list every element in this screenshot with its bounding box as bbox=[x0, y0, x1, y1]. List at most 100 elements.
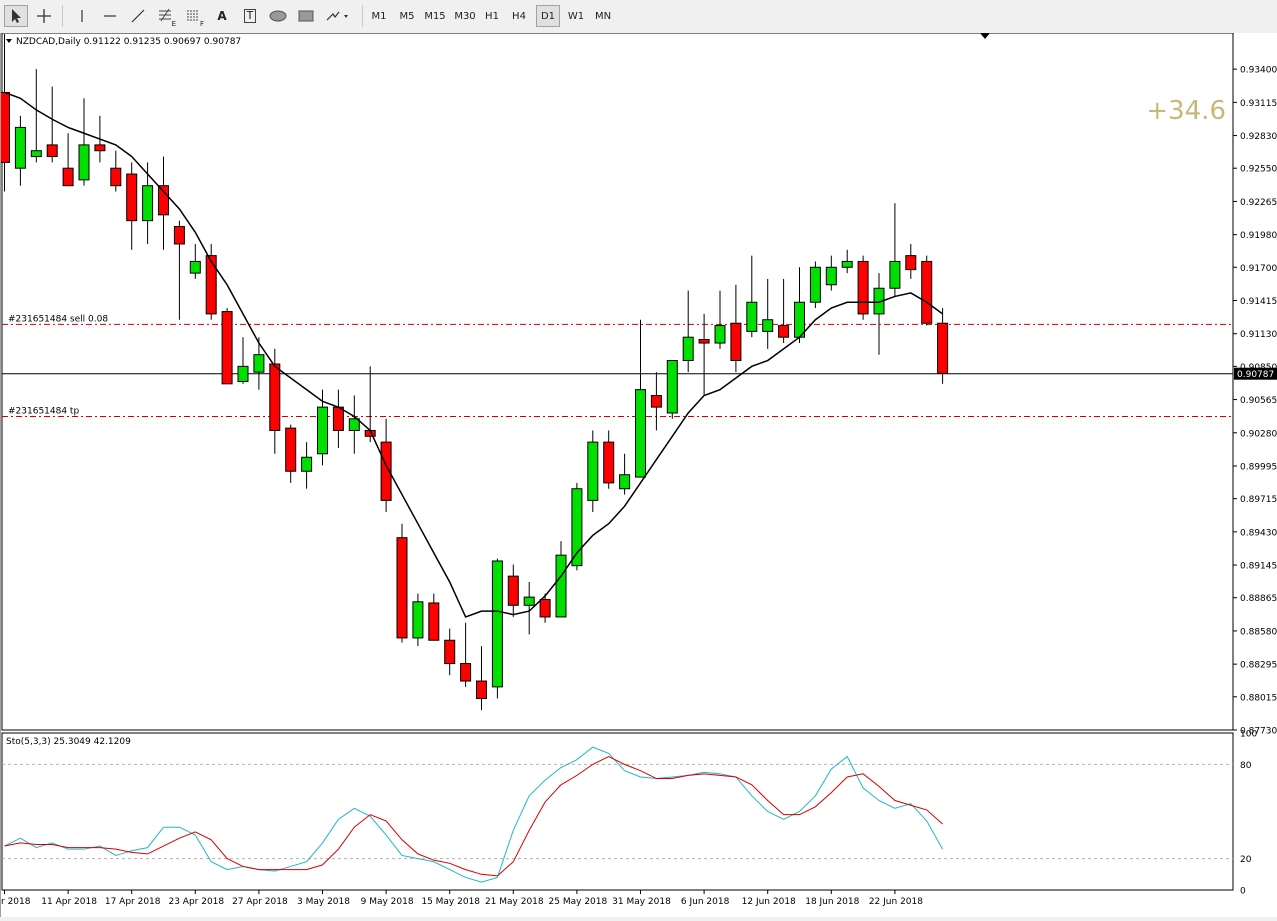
timeframe-d1-button[interactable]: D1 bbox=[536, 5, 560, 27]
bear-candle bbox=[730, 322, 742, 362]
price-tick-label: 0.90280 bbox=[1240, 429, 1277, 439]
fibonacci-tool-button[interactable]: E bbox=[154, 5, 178, 28]
current-price-marker bbox=[1234, 367, 1277, 380]
bull-candle bbox=[14, 126, 26, 169]
moving-average-line bbox=[4, 91, 944, 618]
price-tick-label: 0.89145 bbox=[1240, 562, 1277, 572]
chart-toolbar: E F A T M1 M5 M15 M30 H1 H4 D1 W1 MN bbox=[0, 0, 1277, 34]
ellipse-icon bbox=[269, 10, 287, 22]
timeframe-m1-button[interactable]: M1 bbox=[371, 10, 387, 22]
take-profit-label: #231651484 tp bbox=[8, 406, 79, 416]
bull-candle bbox=[587, 441, 599, 501]
text-label-tool-button[interactable]: T bbox=[238, 5, 262, 27]
stochastic-main-line bbox=[4, 746, 944, 883]
bear-candle bbox=[158, 185, 169, 216]
timeframe-h1-button[interactable]: H1 bbox=[485, 10, 499, 22]
price-tick-label: 0.91130 bbox=[1240, 330, 1277, 340]
price-tick-label: 0.90565 bbox=[1240, 396, 1277, 406]
fibonacci-fan-sub-label: F bbox=[199, 20, 204, 28]
bear-candle bbox=[650, 394, 662, 408]
stochastic-title: Sto(5,3,3) 25.3049 42.1209 bbox=[6, 737, 131, 747]
bear-candle bbox=[221, 311, 233, 385]
bear-candle bbox=[396, 537, 408, 639]
price-tick-label: 0.92265 bbox=[1240, 198, 1277, 208]
bear-candle bbox=[110, 167, 122, 187]
bear-candle bbox=[778, 325, 790, 338]
bull-candle bbox=[237, 365, 249, 383]
text-label-icon: T bbox=[243, 9, 257, 23]
bull-candle bbox=[809, 266, 821, 303]
bull-candle bbox=[889, 260, 901, 289]
profit-label: +34.6 bbox=[1146, 96, 1226, 126]
crosshair-tool-button[interactable] bbox=[32, 5, 56, 27]
time-tick-label: 17 Apr 2018 bbox=[105, 897, 161, 907]
rectangle-icon bbox=[298, 10, 314, 22]
bull-candle bbox=[635, 389, 646, 478]
time-tick-label: 27 Apr 2018 bbox=[232, 897, 288, 907]
bull-candle bbox=[682, 336, 694, 362]
bear-candle bbox=[46, 144, 58, 158]
horizontal-line-tool-button[interactable] bbox=[98, 5, 122, 27]
rectangle-tool-button[interactable] bbox=[294, 5, 318, 27]
time-tick-label: 12 Jun 2018 bbox=[742, 897, 796, 907]
bear-candle bbox=[94, 144, 106, 152]
timeframe-m5-button[interactable]: M5 bbox=[399, 10, 415, 22]
bull-candle bbox=[714, 325, 726, 344]
time-tick-label: 21 May 2018 bbox=[485, 897, 544, 907]
time-tick-label: 15 May 2018 bbox=[421, 897, 480, 907]
price-tick-label: 0.88865 bbox=[1240, 594, 1277, 604]
chart-header-label: NZDCAD,Daily 0.91122 0.91235 0.90697 0.9… bbox=[16, 37, 241, 47]
text-tool-button[interactable]: A bbox=[210, 5, 234, 27]
bear-candle bbox=[857, 260, 869, 315]
price-tick-label: 0.88015 bbox=[1240, 693, 1277, 703]
price-tick-label: 0.93400 bbox=[1240, 66, 1277, 76]
bull-candle bbox=[825, 266, 837, 286]
vertical-line-tool-button[interactable] bbox=[70, 5, 94, 27]
arrows-tool-button[interactable] bbox=[322, 5, 354, 27]
horizontal-line-icon bbox=[104, 15, 116, 17]
bull-candle bbox=[189, 260, 201, 274]
crosshair-icon bbox=[37, 9, 51, 23]
bear-candle bbox=[380, 441, 392, 501]
bear-candle bbox=[476, 680, 487, 700]
toolbar-separator bbox=[362, 5, 363, 27]
price-tick-label: 0.92550 bbox=[1240, 165, 1277, 175]
bear-candle bbox=[126, 173, 138, 222]
current-price-label: 0.90787 bbox=[1237, 370, 1274, 380]
stochastic-signal-line bbox=[4, 755, 943, 877]
bull-candle bbox=[762, 319, 774, 332]
price-tick-label: 0.87730 bbox=[1240, 727, 1277, 737]
price-tick-label: 0.91700 bbox=[1240, 264, 1277, 274]
cursor-tool-button[interactable] bbox=[4, 5, 28, 27]
timeframe-w1-button[interactable]: W1 bbox=[567, 10, 585, 22]
main-price-pane bbox=[1, 32, 1234, 731]
fibonacci-sub-label: E bbox=[171, 20, 176, 28]
time-tick-label: 18 Jun 2018 bbox=[805, 897, 859, 907]
bull-candle bbox=[348, 418, 360, 431]
price-tick-label: 0.89715 bbox=[1240, 495, 1277, 505]
chart-canvas[interactable]: 0.93400 0.93115 0.92830 0.92550 0.92265 0.919… bbox=[0, 32, 1277, 917]
time-tick-label: 6 Jun 2018 bbox=[681, 897, 730, 907]
bull-candle bbox=[412, 601, 424, 639]
time-tick-label: 31 May 2018 bbox=[612, 897, 671, 907]
bull-candle bbox=[794, 301, 805, 338]
timeframe-m30-button[interactable]: M30 bbox=[454, 10, 476, 22]
bull-candle bbox=[30, 150, 42, 158]
cursor-icon bbox=[12, 9, 21, 23]
time-tick-label: 25 May 2018 bbox=[549, 897, 608, 907]
fibonacci-icon bbox=[159, 8, 171, 22]
timeframe-m15-button[interactable]: M15 bbox=[424, 10, 446, 22]
price-tick-label: 0.88295 bbox=[1240, 661, 1277, 671]
bear-candle bbox=[428, 602, 440, 641]
timeframe-mn-button[interactable]: MN bbox=[594, 10, 612, 22]
trendline-tool-button[interactable] bbox=[126, 5, 150, 27]
bull-candle bbox=[301, 456, 313, 472]
bear-candle bbox=[62, 167, 74, 187]
timeframe-h4-button[interactable]: H4 bbox=[512, 10, 526, 22]
ellipse-tool-button[interactable] bbox=[266, 5, 290, 27]
toolbar-separator bbox=[62, 5, 63, 27]
bull-candle bbox=[523, 596, 535, 606]
bear-candle bbox=[698, 339, 710, 344]
fibonacci-fan-tool-button[interactable]: F bbox=[182, 5, 206, 28]
bear-candle bbox=[332, 406, 344, 431]
